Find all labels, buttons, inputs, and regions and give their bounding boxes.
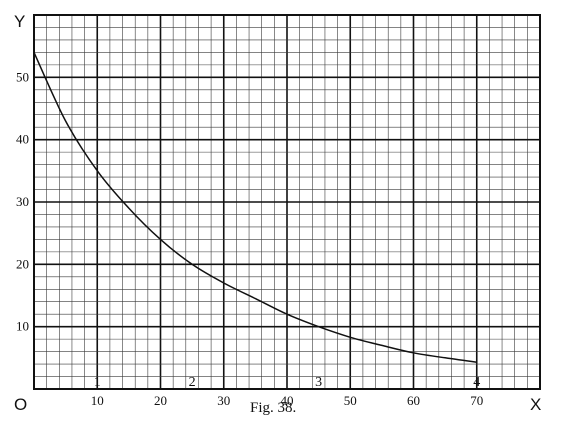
- y-tick-label: 50: [16, 69, 29, 84]
- y-tick-label: 30: [16, 194, 29, 209]
- y-axis-label: Y: [14, 12, 25, 31]
- x-axis-label: X: [530, 395, 541, 414]
- point-label: 2: [189, 375, 196, 390]
- x-tick-label: 60: [407, 393, 420, 408]
- x-tick-label: 30: [217, 393, 230, 408]
- x-tick-label: 70: [470, 393, 483, 408]
- point-label: 4: [473, 375, 480, 390]
- origin-label: O: [14, 395, 27, 414]
- point-labels: 1 2 3 4: [94, 375, 481, 390]
- figure-caption: Fig. 38.: [250, 400, 296, 416]
- tick-labels: 10 20 30 40 50 60 70 10 20 30 40 50: [16, 69, 483, 408]
- x-tick-label: 40: [281, 393, 294, 408]
- x-tick-label: 10: [91, 393, 104, 408]
- y-tick-label: 20: [16, 256, 29, 271]
- y-tick-label: 40: [16, 132, 29, 147]
- data-curve: [33, 52, 477, 363]
- point-label: 3: [315, 375, 322, 390]
- plot-frame: [33, 14, 541, 390]
- x-tick-label: 50: [344, 393, 357, 408]
- y-tick-label: 10: [16, 319, 29, 334]
- x-tick-label: 20: [154, 393, 167, 408]
- point-label: 1: [94, 375, 101, 390]
- grid: [33, 14, 541, 390]
